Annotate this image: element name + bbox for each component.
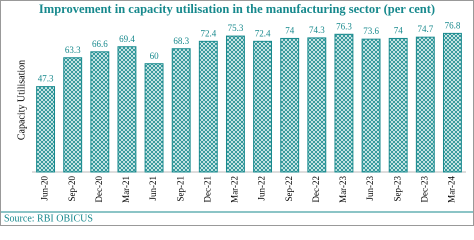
bar bbox=[63, 57, 83, 173]
chart: Improvement in capacity utilisation in t… bbox=[0, 0, 474, 226]
value-label: 66.6 bbox=[92, 39, 108, 49]
x-tick-label: Mar-22 bbox=[230, 176, 240, 203]
bar bbox=[198, 40, 218, 173]
bar bbox=[307, 37, 327, 173]
x-tick-label: Mar-24 bbox=[447, 176, 457, 203]
bar bbox=[225, 35, 245, 173]
x-tick-label: Dec-21 bbox=[202, 176, 212, 203]
bar bbox=[171, 48, 191, 173]
value-label: 74.7 bbox=[417, 24, 433, 34]
x-tick-label: Jun-23 bbox=[365, 176, 375, 201]
x-tick-label: Dec-20 bbox=[94, 176, 104, 203]
value-label: 73.6 bbox=[363, 26, 379, 36]
y-axis-label: Capacity Utilisation bbox=[16, 60, 27, 140]
value-label: 72.4 bbox=[255, 28, 271, 38]
x-tick-label: Jun-22 bbox=[257, 176, 267, 201]
value-label: 74 bbox=[394, 26, 404, 36]
value-label: 47.3 bbox=[38, 74, 54, 84]
x-tick-label: Jun-20 bbox=[40, 176, 50, 201]
value-label: 75.3 bbox=[228, 23, 244, 33]
value-label: 68.3 bbox=[173, 36, 189, 46]
x-tick-label: Sep-21 bbox=[175, 176, 185, 202]
value-label: 63.3 bbox=[65, 45, 81, 55]
x-tick-label: Mar-21 bbox=[121, 176, 131, 203]
chart-title: Improvement in capacity utilisation in t… bbox=[39, 2, 435, 16]
value-label: 74.3 bbox=[309, 25, 325, 35]
x-tick-label: Sep-22 bbox=[284, 176, 294, 202]
bar bbox=[388, 37, 408, 173]
bar bbox=[36, 86, 56, 173]
source: Source: RBI OBICUS bbox=[4, 213, 93, 224]
bar bbox=[442, 32, 462, 173]
value-label: 69.4 bbox=[119, 34, 135, 44]
bar bbox=[253, 40, 273, 173]
bar bbox=[280, 37, 300, 173]
bar bbox=[415, 36, 435, 173]
x-tick-label: Jun-21 bbox=[148, 176, 158, 201]
value-label: 76.8 bbox=[445, 20, 461, 30]
bar bbox=[361, 38, 381, 173]
x-tick-label: Dec-22 bbox=[311, 176, 321, 203]
x-tick-label: Sep-23 bbox=[392, 176, 402, 202]
bar bbox=[144, 63, 164, 173]
x-tick-label: Dec-23 bbox=[419, 176, 429, 203]
bar bbox=[117, 46, 137, 173]
x-tick-label: Sep-20 bbox=[67, 176, 77, 202]
value-label: 60 bbox=[150, 51, 160, 61]
value-label: 74 bbox=[285, 26, 295, 36]
value-label: 76.3 bbox=[336, 21, 352, 31]
x-tick-label: Mar-23 bbox=[338, 176, 348, 203]
bar bbox=[90, 51, 110, 173]
value-label: 72.4 bbox=[200, 28, 216, 38]
bar bbox=[334, 33, 354, 173]
